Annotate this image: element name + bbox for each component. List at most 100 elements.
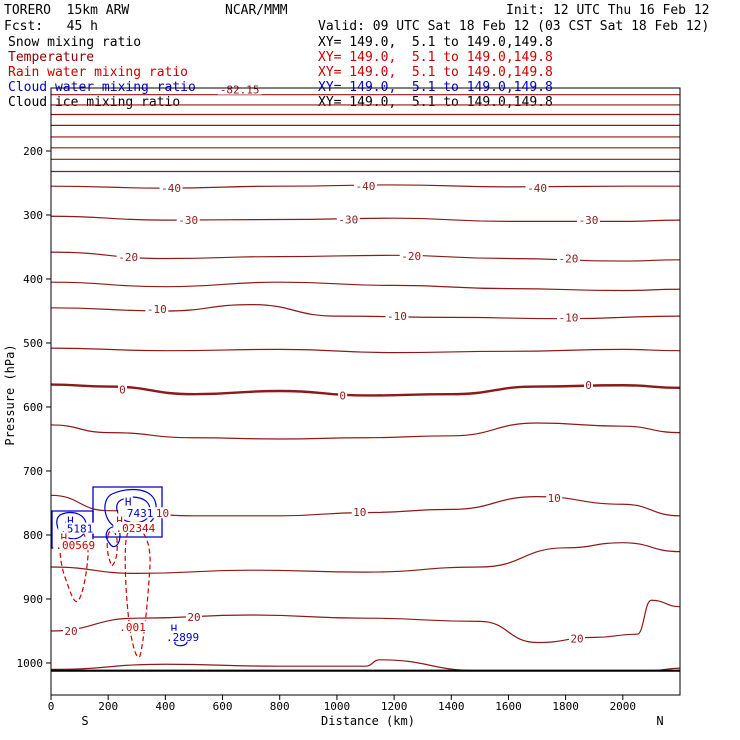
legend-rain-label: Rain water mixing ratio: [8, 65, 189, 80]
contour-label: -20: [118, 251, 138, 264]
y-tick-label: 600: [23, 401, 43, 414]
contour-label-bg: [399, 249, 423, 261]
rain-water-contour: [124, 527, 151, 658]
x-end-label-right: N: [656, 714, 663, 728]
isotherm-line: [50, 251, 681, 262]
y-tick-label: 400: [23, 273, 43, 286]
isotherm-line: [50, 659, 681, 672]
legend-snow-label: Snow mixing ratio: [8, 35, 142, 50]
contour-label-bg: [556, 252, 580, 264]
y-tick-label: 700: [23, 465, 43, 478]
contour-label: 10: [353, 506, 366, 519]
cloud-water-contour: [116, 496, 151, 524]
y-tick-label: 1000: [17, 657, 44, 670]
legend-cloudice-xy: XY= 149.0, 5.1 to 149.0,149.8: [318, 95, 553, 110]
contour-label: .001: [119, 621, 146, 634]
contour-label-bg: [351, 505, 368, 517]
y-axis-title: Pressure (hPa): [3, 344, 17, 445]
contour-label: .5181: [60, 523, 93, 536]
contour-label-bg: [164, 630, 202, 642]
contour-label-bg: [577, 214, 601, 226]
org-label: NCAR/MMM: [225, 3, 288, 18]
contour-label-bg: [113, 521, 158, 533]
contour-label-bg: [584, 379, 594, 391]
contour-label-bg: [145, 303, 169, 315]
contour-label: H: [125, 496, 132, 509]
contour-label-bg: [338, 389, 348, 401]
contour-label: -30: [338, 213, 358, 226]
contour-label: .02344: [115, 522, 155, 535]
contour-label-bg: [385, 310, 409, 322]
contour-label-bg: [336, 213, 360, 225]
isotherm-line: [50, 599, 681, 644]
contour-label-bg: [58, 522, 96, 534]
contour-label: 20: [570, 633, 583, 646]
contour-label-bg: [556, 311, 580, 323]
fcst-label: Fcst: 45 h: [4, 19, 98, 34]
isotherm-line: [50, 215, 681, 223]
isotherm-line: [50, 422, 681, 440]
legend-temperature-xy: XY= 149.0, 5.1 to 149.0,149.8: [318, 50, 553, 65]
x-tick-label: 600: [213, 700, 233, 713]
contour-label: H: [61, 532, 68, 545]
contour-label-bg: [185, 610, 202, 622]
legend-cloudice-label: Cloud ice mixing ratio: [8, 95, 181, 110]
contour-label: .2899: [166, 631, 199, 644]
x-end-label-left: S: [81, 714, 88, 728]
contour-label-bg: [123, 495, 133, 507]
contour-label-bg: [169, 622, 179, 634]
x-tick-label: 1200: [381, 700, 408, 713]
contour-label: -82.15: [220, 84, 260, 97]
contour-label-bg: [63, 625, 80, 636]
x-tick-label: 2000: [610, 700, 637, 713]
contour-label: .7431: [120, 507, 153, 520]
legend-rain-xy: XY= 149.0, 5.1 to 149.0,149.8: [318, 65, 553, 80]
contour-label: 20: [64, 625, 77, 638]
x-tick-label: 1600: [495, 700, 522, 713]
contour-label: -40: [356, 180, 376, 193]
contour-label-bg: [354, 180, 377, 192]
contour-label: 0: [585, 379, 592, 392]
contour-label-bg: [569, 632, 586, 644]
contour-label: 20: [187, 611, 200, 624]
contour-label: 0: [119, 384, 126, 397]
contour-label-bg: [154, 507, 171, 519]
y-tick-label: 500: [23, 337, 43, 350]
contour-label: -10: [559, 311, 579, 324]
isotherm-line: [50, 347, 681, 354]
contour-label-bg: [176, 214, 200, 226]
y-tick-label: 800: [23, 529, 43, 542]
y-tick-label: 900: [23, 593, 43, 606]
contour-label-bg: [117, 621, 148, 633]
contour-label: H: [67, 514, 74, 527]
contour-label-bg: [59, 531, 69, 543]
rain-water-contour: [106, 530, 118, 568]
contour-label-bg: [118, 507, 156, 519]
contour-label-bg: [525, 182, 549, 194]
contour-label: H: [171, 622, 178, 635]
contour-label-bg: [116, 251, 140, 263]
contour-label: -30: [579, 214, 599, 227]
contour-label: H: [116, 514, 123, 527]
legend-snow-xy: XY= 149.0, 5.1 to 149.0,149.8: [318, 35, 553, 50]
contour-label: -10: [387, 310, 407, 323]
contour-label: 10: [548, 492, 561, 505]
x-tick-label: 1000: [324, 700, 351, 713]
contour-label: -30: [178, 214, 198, 227]
model-label: TORERO 15km ARW: [4, 3, 130, 18]
contour-label-bg: [117, 383, 127, 395]
contour-label: -40: [161, 182, 181, 195]
plot-frame: [50, 87, 681, 696]
x-tick-label: 800: [270, 700, 290, 713]
x-tick-label: 0: [48, 700, 55, 713]
contour-label: -10: [147, 303, 167, 316]
contour-label: -40: [527, 182, 547, 195]
isotherm-line: [50, 542, 681, 575]
valid-label: Valid: 09 UTC Sat 18 Feb 12 (03 CST Sat …: [318, 19, 710, 34]
contour-label-layer: -82.15 -40 -40 -40 -30 -30 -30 -20 -20 -20 -10 -10 -…: [53, 83, 601, 646]
contour-label-bg: [159, 182, 183, 194]
y-tick-label: 300: [23, 209, 43, 222]
y-tick-label: 200: [23, 145, 43, 158]
